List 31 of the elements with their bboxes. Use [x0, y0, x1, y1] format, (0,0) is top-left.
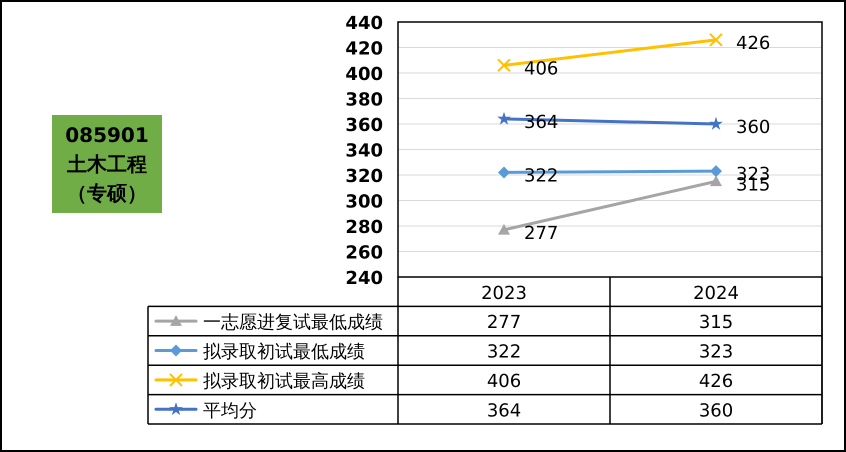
annotation: 426	[736, 32, 770, 54]
legend-label: 拟录取初试最高成绩	[203, 370, 365, 392]
text: 土木工程（专硕）	[66, 152, 147, 205]
y-tick-label: 440	[345, 13, 383, 34]
y-tick-label: 300	[345, 192, 383, 212]
data-label: 426	[698, 370, 734, 392]
x-tick-label: 2023	[481, 283, 527, 304]
y-tick-label: 340	[345, 140, 383, 162]
data-label: 315	[698, 312, 734, 334]
y-tick-label: 420	[345, 38, 383, 60]
data-label: 360	[698, 400, 734, 422]
legend-label: 拟录取初试最低成绩	[203, 342, 365, 362]
data-label: 277	[486, 312, 522, 334]
legend-label: 一志愿进复试最低成绩	[203, 312, 383, 334]
y-tick-label: 380	[345, 90, 383, 110]
y-tick-label: 280	[345, 217, 383, 238]
data-label: 323	[698, 342, 734, 362]
data-label: 406	[486, 370, 522, 392]
text: 085901	[65, 123, 149, 147]
annotation: 277	[524, 222, 558, 244]
data-label: 364	[486, 400, 522, 422]
annotation: 360	[736, 117, 770, 138]
y-tick-label: 360	[345, 115, 383, 136]
annotation: 406	[524, 58, 558, 80]
y-tick-label: 320	[345, 166, 383, 187]
y-tick-label: 260	[345, 242, 383, 264]
y-tick-label: 240	[345, 268, 383, 289]
data-label: 322	[486, 342, 522, 362]
y-tick-label: 400	[345, 64, 383, 85]
legend-label: 平均分	[203, 400, 257, 422]
x-tick-label: 2024	[693, 283, 739, 304]
